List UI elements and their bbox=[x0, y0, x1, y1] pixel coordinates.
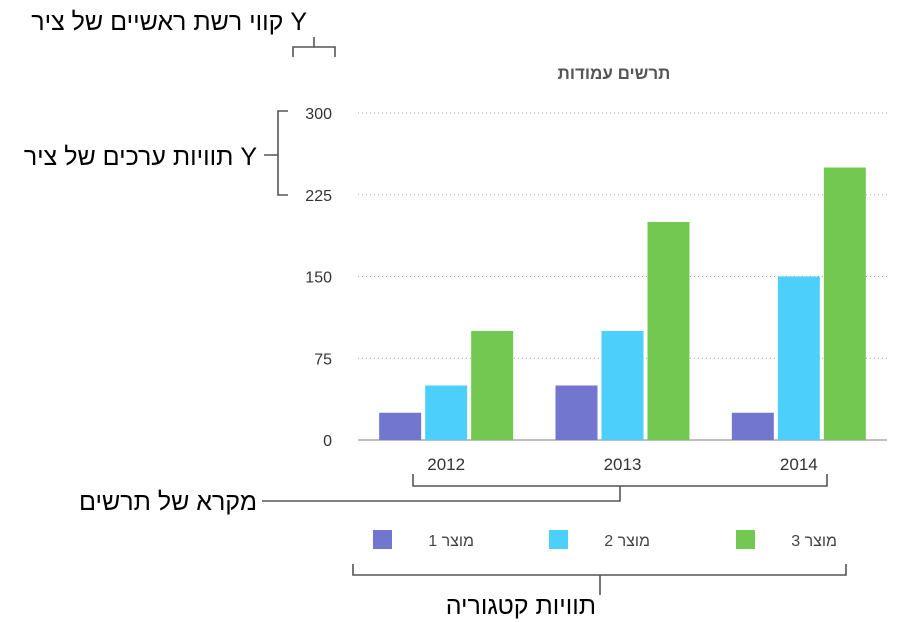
y-tick-label: 225 bbox=[305, 188, 332, 205]
bar bbox=[601, 331, 644, 440]
bar bbox=[471, 331, 514, 440]
legend-callout: מקרא של תרשים bbox=[79, 488, 257, 516]
y-tick-label: 0 bbox=[323, 433, 332, 450]
category-labels-callout: תוויות קטגוריה bbox=[446, 592, 596, 620]
chart-legend: מוצר 1 מוצר 2 מוצר 3 bbox=[373, 530, 837, 550]
legend-label: מוצר 3 bbox=[791, 533, 837, 550]
chart-title: תרשים עמודות bbox=[558, 64, 671, 83]
bar bbox=[647, 222, 690, 440]
legend-swatch bbox=[736, 530, 755, 549]
bar bbox=[555, 385, 598, 440]
x-category-label: 2012 bbox=[427, 455, 465, 474]
bar bbox=[379, 412, 422, 440]
value-labels-callout: תוויות ערכים של ציר Y bbox=[24, 143, 258, 171]
category-labels-bracket bbox=[352, 564, 847, 595]
legend-label: מוצר 1 bbox=[428, 533, 474, 550]
gridlines-callout: קווי רשת ראשיים של ציר Y bbox=[31, 8, 307, 36]
legend-swatch bbox=[549, 530, 568, 549]
bar bbox=[777, 276, 820, 440]
x-category-label: 2014 bbox=[780, 455, 818, 474]
bar bbox=[823, 167, 866, 440]
plot-area: 0 75 150 225 300 2012 2013 2014 bbox=[305, 106, 887, 474]
legend-label: מוצר 2 bbox=[604, 533, 650, 550]
value-labels-bracket bbox=[264, 110, 288, 196]
x-category-label: 2013 bbox=[604, 455, 642, 474]
y-tick-label: 150 bbox=[305, 270, 332, 287]
bar bbox=[425, 385, 468, 440]
y-tick-label: 300 bbox=[305, 106, 332, 123]
legend-bracket bbox=[262, 474, 828, 502]
gridlines-bracket bbox=[292, 37, 336, 57]
y-tick-label: 75 bbox=[314, 351, 332, 368]
bar bbox=[731, 412, 774, 440]
legend-swatch bbox=[373, 530, 392, 549]
